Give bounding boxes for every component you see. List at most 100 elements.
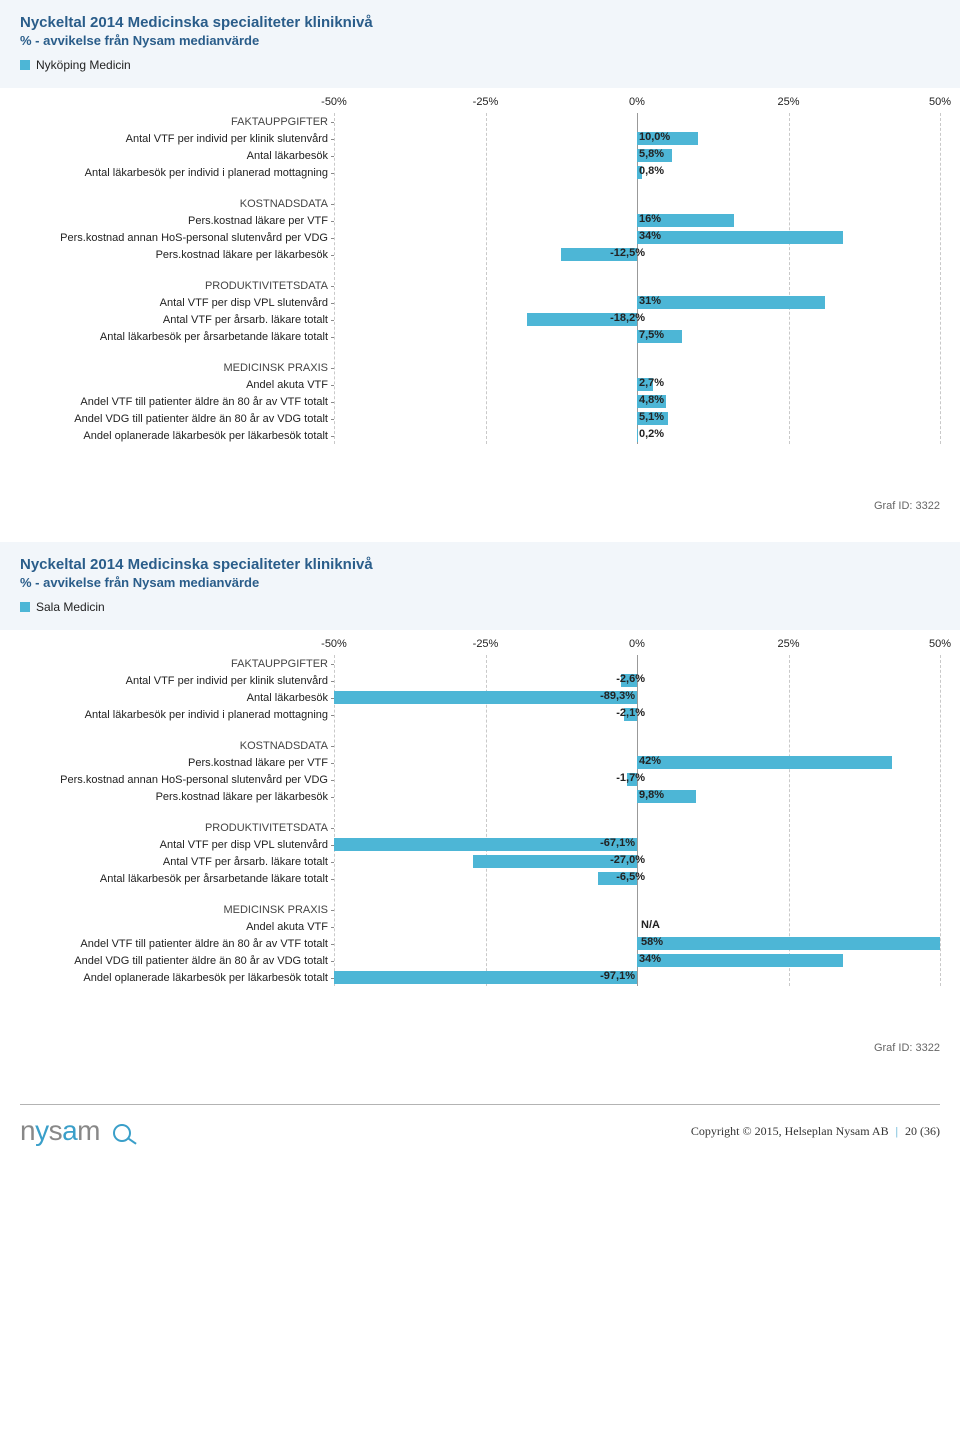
x-axis-tick: 0% (629, 96, 645, 108)
data-row: Andel oplanerade läkarbesök per läkarbes… (20, 427, 940, 444)
row-label: Andel oplanerade läkarbesök per läkarbes… (20, 972, 334, 984)
value-label: 5,8% (639, 148, 664, 160)
bar (334, 971, 637, 984)
copyright-text: Copyright © 2015, Helseplan Nysam AB | 2… (691, 1124, 940, 1139)
data-row: Antal VTF per årsarb. läkare totalt -27,0… (20, 853, 940, 870)
data-row: Andel VTF till patienter äldre än 80 år … (20, 393, 940, 410)
row-label: Andel akuta VTF (20, 379, 334, 391)
chart-subtitle: % - avvikelse från Nysam medianvärde (20, 33, 940, 48)
data-row: Pers.kostnad läkare per VTF 16% (20, 212, 940, 229)
row-label: Antal VTF per disp VPL slutenvård (20, 839, 334, 851)
page-footer: nysam Copyright © 2015, Helseplan Nysam … (0, 1115, 960, 1165)
section-header: PRODUKTIVITETSDATA (20, 280, 334, 292)
row-label: Antal VTF per individ per klinik slutenv… (20, 133, 334, 145)
data-row: Pers.kostnad läkare per läkarbesök 9,8% (20, 788, 940, 805)
value-label: 42% (639, 755, 661, 767)
magnifier-icon (113, 1124, 131, 1142)
value-label: -18,2% (610, 312, 645, 324)
row-label: Antal VTF per disp VPL slutenvård (20, 297, 334, 309)
data-row: Antal läkarbesök per individ i planerad … (20, 706, 940, 723)
bar (637, 937, 940, 950)
data-row: Antal läkarbesök-89,3% (20, 689, 940, 706)
copyright-label: Copyright © 2015, Helseplan Nysam AB (691, 1124, 889, 1138)
data-row: Andel VDG till patienter äldre än 80 år … (20, 410, 940, 427)
row-label: Pers.kostnad annan HoS-personal slutenvå… (20, 232, 334, 244)
value-label: 34% (639, 230, 661, 242)
data-row: Antal VTF per disp VPL slutenvård31% (20, 294, 940, 311)
row-label: Antal VTF per årsarb. läkare totalt (20, 856, 334, 868)
data-row: Antal VTF per årsarb. läkare totalt -18,2… (20, 311, 940, 328)
section-header: MEDICINSK PRAXIS (20, 362, 334, 374)
row-label: Andel VDG till patienter äldre än 80 år … (20, 955, 334, 967)
bar (334, 691, 637, 704)
bar (637, 296, 825, 309)
row-label: Pers.kostnad läkare per läkarbesök (20, 791, 334, 803)
x-axis-tick: 0% (629, 638, 645, 650)
value-label: 9,8% (639, 789, 664, 801)
data-row: Andel akuta VTF 2,7% (20, 376, 940, 393)
row-label: Andel VTF till patienter äldre än 80 år … (20, 938, 334, 950)
chart-body: -50%-25%0%25%50%FAKTAUPPGIFTERAntal VTF … (0, 630, 960, 1002)
legend-label: Nyköping Medicin (36, 58, 131, 72)
row-label: Andel akuta VTF (20, 921, 334, 933)
graf-id: Graf ID: 3322 (0, 500, 940, 512)
value-label: N/A (641, 919, 660, 931)
x-axis-tick: 50% (929, 638, 951, 650)
row-label: Pers.kostnad läkare per läkarbesök (20, 249, 334, 261)
gridline (940, 655, 941, 986)
data-row: Pers.kostnad läkare per läkarbesök-12,5% (20, 246, 940, 263)
row-label: Antal läkarbesök (20, 150, 334, 162)
value-label: 0,2% (639, 428, 664, 440)
data-row: Andel oplanerade läkarbesök per läkarbes… (20, 969, 940, 986)
value-label: -2,6% (616, 673, 645, 685)
value-label: -1,7% (616, 772, 645, 784)
value-label: 16% (639, 213, 661, 225)
section-header: FAKTAUPPGIFTER (20, 658, 334, 670)
chart-subtitle: % - avvikelse från Nysam medianvärde (20, 575, 940, 590)
legend-swatch (20, 602, 30, 612)
value-label: 2,7% (639, 377, 664, 389)
value-label: -6,5% (616, 871, 645, 883)
data-row: Antal läkarbesök 5,8% (20, 147, 940, 164)
row-label: Antal läkarbesök per individ i planerad … (20, 167, 334, 179)
value-label: 7,5% (639, 329, 664, 341)
section-header: MEDICINSK PRAXIS (20, 904, 334, 916)
value-label: -97,1% (600, 970, 635, 982)
row-label: Antal VTF per individ per klinik slutenv… (20, 675, 334, 687)
value-label: 10,0% (639, 131, 670, 143)
data-row: Pers.kostnad annan HoS-personal slutenvå… (20, 229, 940, 246)
data-row: Antal läkarbesök per årsarbetande läkare… (20, 870, 940, 887)
nysam-logo: nysam (20, 1115, 131, 1147)
bar (637, 231, 843, 244)
gridline (940, 113, 941, 444)
row-label: Pers.kostnad läkare per VTF (20, 757, 334, 769)
x-axis-tick: -25% (473, 96, 499, 108)
data-row: Pers.kostnad läkare per VTF 42% (20, 754, 940, 771)
row-label: Antal läkarbesök (20, 692, 334, 704)
chart-title: Nyckeltal 2014 Medicinska specialiteter … (20, 556, 940, 573)
x-axis-tick: 25% (777, 96, 799, 108)
data-row: Antal läkarbesök per årsarbetande läkare… (20, 328, 940, 345)
graf-id: Graf ID: 3322 (0, 1042, 940, 1054)
value-label: -27,0% (610, 854, 645, 866)
value-label: 0,8% (639, 165, 664, 177)
chart-legend: Nyköping Medicin (20, 58, 940, 72)
value-label: -67,1% (600, 837, 635, 849)
row-label: Antal läkarbesök per individ i planerad … (20, 709, 334, 721)
row-label: Andel oplanerade läkarbesök per läkarbes… (20, 430, 334, 442)
row-label: Antal VTF per årsarb. läkare totalt (20, 314, 334, 326)
chart-title: Nyckeltal 2014 Medicinska specialiteter … (20, 14, 940, 31)
bar (637, 756, 892, 769)
x-axis-tick: -50% (321, 638, 347, 650)
data-row: Antal VTF per disp VPL slutenvård -67,1% (20, 836, 940, 853)
row-label: Pers.kostnad annan HoS-personal slutenvå… (20, 774, 334, 786)
value-label: 5,1% (639, 411, 664, 423)
chart-body: -50%-25%0%25%50%FAKTAUPPGIFTERAntal VTF … (0, 88, 960, 460)
row-label: Andel VDG till patienter äldre än 80 år … (20, 413, 334, 425)
data-row: Antal VTF per individ per klinik slutenv… (20, 130, 940, 147)
chart-legend: Sala Medicin (20, 600, 940, 614)
section-header: KOSTNADSDATA (20, 198, 334, 210)
section-header: FAKTAUPPGIFTER (20, 116, 334, 128)
row-label: Pers.kostnad läkare per VTF (20, 215, 334, 227)
data-row: Antal läkarbesök per individ i planerad … (20, 164, 940, 181)
